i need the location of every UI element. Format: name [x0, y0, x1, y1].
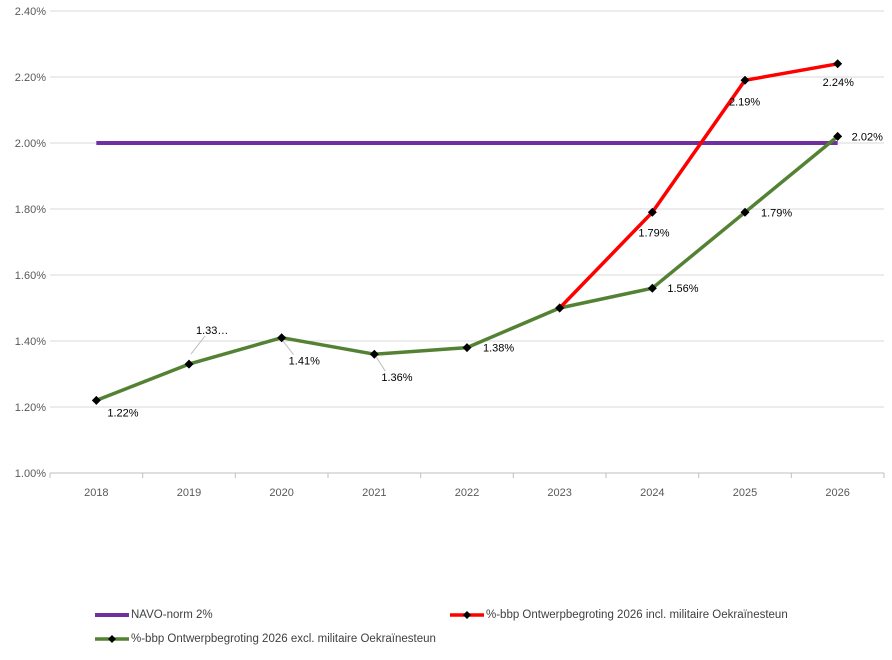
data-point-label: 1.36% [381, 372, 412, 384]
y-axis-tick-label: 2.40% [15, 6, 46, 18]
data-point-marker [369, 349, 379, 359]
x-axis-tick-label: 2018 [84, 487, 108, 499]
y-axis-tick-label: 1.00% [15, 468, 46, 480]
label-leader-line [190, 335, 206, 355]
y-axis-tick-label: 2.00% [15, 138, 46, 150]
data-point-marker [647, 283, 657, 293]
data-point-label: 2.24% [823, 77, 854, 89]
x-axis-tick-label: 2023 [547, 487, 571, 499]
data-point-marker [833, 59, 843, 69]
legend-item-navo-norm: NAVO-norm 2% [95, 609, 213, 621]
data-point-marker [91, 395, 101, 405]
y-axis-tick-label: 1.80% [15, 204, 46, 216]
series-line-2 [95, 135, 839, 403]
y-axis-tick-label: 1.60% [15, 270, 46, 282]
data-point-label: 1.33… [196, 325, 228, 337]
excl-line-swatch [95, 635, 129, 643]
data-point-marker [555, 303, 565, 313]
legend-diamond-marker [108, 635, 116, 643]
data-point-label: 1.41% [289, 356, 320, 368]
label-leader-line [375, 356, 386, 372]
line-chart: 2.40% 2.20% 2.00% 1.80% 1.60% 1.40% 1.20% 1.00%… [15, 6, 885, 499]
x-axis-tick-label: 2019 [177, 487, 201, 499]
series-line-1 [558, 62, 838, 310]
data-point-label: 2.19% [729, 96, 760, 108]
legend-label-excl-oekrainesteun: %-bbp Ontwerpbegroting 2026 excl. milita… [131, 633, 436, 645]
data-point-marker [277, 333, 287, 343]
legend-item-incl-oekrainesteun: %-bbp Ontwerpbegroting 2026 incl. milita… [450, 609, 788, 621]
data-point-label: 2.02% [852, 131, 883, 143]
data-point-marker [184, 359, 194, 369]
incl-line-swatch [450, 611, 484, 619]
data-point-marker [462, 343, 472, 353]
legend-label-navo-norm: NAVO-norm 2% [131, 609, 213, 621]
legend-label-incl-oekrainesteun: %-bbp Ontwerpbegroting 2026 incl. milita… [486, 609, 788, 621]
data-point-label: 1.56% [667, 283, 698, 295]
x-axis-tick-label: 2025 [733, 487, 757, 499]
y-axis-tick-label: 2.20% [15, 72, 46, 84]
data-point-label: 1.38% [483, 343, 514, 355]
x-axis-tick-label: 2026 [825, 487, 849, 499]
data-point-marker [647, 207, 657, 217]
data-point-marker [740, 75, 750, 85]
legend-item-excl-oekrainesteun: %-bbp Ontwerpbegroting 2026 excl. milita… [95, 633, 436, 645]
data-point-marker [833, 131, 843, 141]
x-axis-tick-label: 2021 [362, 487, 386, 499]
y-axis-tick-label: 1.40% [15, 336, 46, 348]
data-point-label: 1.79% [761, 207, 792, 219]
navo-norm-line-swatch [95, 613, 129, 617]
data-point-label: 1.79% [638, 227, 669, 239]
data-point-marker [740, 207, 750, 217]
legend-diamond-marker [463, 611, 471, 619]
x-axis-tick-label: 2022 [455, 487, 479, 499]
label-leader-line [282, 340, 295, 356]
y-axis-tick-label: 1.20% [15, 402, 46, 414]
x-axis-tick-label: 2020 [269, 487, 293, 499]
data-point-label: 1.22% [107, 407, 138, 419]
x-axis-tick-label: 2024 [640, 487, 664, 499]
